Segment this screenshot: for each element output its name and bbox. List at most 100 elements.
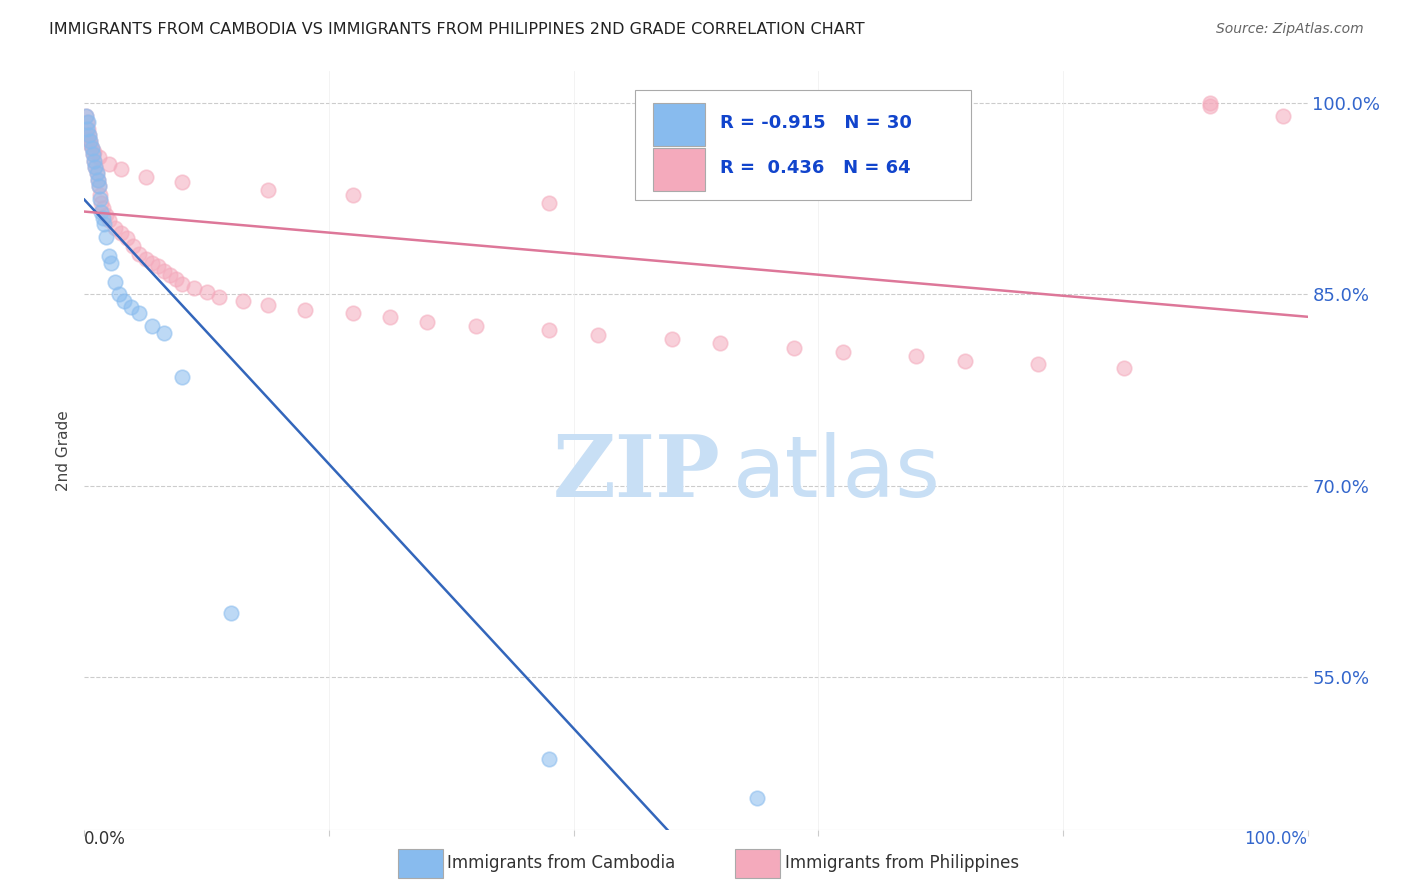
Point bbox=[831, 344, 853, 359]
Point bbox=[141, 319, 163, 334]
Point bbox=[75, 109, 97, 123]
Point bbox=[82, 147, 104, 161]
Point bbox=[87, 179, 110, 194]
Point bbox=[76, 121, 98, 136]
Text: R =  0.436   N = 64: R = 0.436 N = 64 bbox=[720, 159, 911, 177]
Point bbox=[183, 281, 205, 295]
Text: Source: ZipAtlas.com: Source: ZipAtlas.com bbox=[1216, 22, 1364, 37]
Point bbox=[87, 172, 110, 186]
Point bbox=[97, 213, 120, 227]
Point bbox=[77, 132, 100, 146]
Point bbox=[538, 323, 561, 337]
Point bbox=[165, 272, 187, 286]
Point bbox=[905, 349, 928, 363]
Text: R = -0.915   N = 30: R = -0.915 N = 30 bbox=[720, 114, 912, 132]
Point bbox=[80, 141, 103, 155]
Point bbox=[79, 136, 101, 151]
Y-axis label: 2nd Grade: 2nd Grade bbox=[56, 410, 72, 491]
Point bbox=[1114, 361, 1136, 376]
Point bbox=[86, 166, 108, 180]
Point bbox=[219, 606, 242, 620]
Point bbox=[84, 160, 107, 174]
Point bbox=[464, 319, 486, 334]
Point bbox=[416, 315, 439, 329]
Point bbox=[135, 170, 157, 185]
Text: 100.0%: 100.0% bbox=[1244, 830, 1308, 847]
Text: Immigrants from Cambodia: Immigrants from Cambodia bbox=[447, 855, 675, 872]
Point bbox=[172, 277, 194, 292]
Point bbox=[1272, 109, 1295, 123]
Text: atlas: atlas bbox=[733, 432, 941, 515]
Point bbox=[135, 252, 157, 266]
Point bbox=[172, 370, 194, 384]
Point bbox=[128, 306, 150, 320]
Point bbox=[87, 172, 110, 186]
Point bbox=[538, 752, 561, 766]
Point bbox=[86, 166, 108, 180]
Point bbox=[82, 147, 104, 161]
Point bbox=[104, 221, 127, 235]
Point bbox=[1198, 96, 1220, 111]
Point bbox=[953, 353, 976, 368]
Point bbox=[115, 231, 138, 245]
Point bbox=[586, 328, 609, 343]
Point bbox=[75, 109, 97, 123]
Point bbox=[107, 287, 129, 301]
Point bbox=[1198, 99, 1220, 113]
Point bbox=[128, 246, 150, 260]
Point bbox=[747, 790, 769, 805]
Point bbox=[100, 255, 122, 269]
Point bbox=[122, 239, 145, 253]
Point bbox=[783, 341, 806, 355]
Point bbox=[77, 128, 100, 142]
Point bbox=[90, 195, 112, 210]
Text: ZIP: ZIP bbox=[553, 431, 720, 516]
Point bbox=[90, 204, 112, 219]
Point bbox=[75, 128, 97, 142]
Point bbox=[96, 230, 118, 244]
Point bbox=[120, 300, 142, 314]
Point bbox=[153, 264, 176, 278]
Point bbox=[77, 128, 100, 142]
Point bbox=[141, 255, 163, 269]
Point bbox=[110, 226, 132, 240]
Point bbox=[97, 157, 120, 171]
Point bbox=[208, 290, 231, 304]
Point bbox=[146, 260, 169, 274]
Point bbox=[538, 195, 561, 210]
Text: IMMIGRANTS FROM CAMBODIA VS IMMIGRANTS FROM PHILIPPINES 2ND GRADE CORRELATION CH: IMMIGRANTS FROM CAMBODIA VS IMMIGRANTS F… bbox=[49, 22, 865, 37]
Point bbox=[709, 335, 731, 350]
Point bbox=[294, 302, 316, 317]
Point bbox=[79, 135, 101, 149]
Text: Immigrants from Philippines: Immigrants from Philippines bbox=[785, 855, 1019, 872]
Point bbox=[76, 115, 98, 129]
Point bbox=[89, 192, 111, 206]
Point bbox=[84, 160, 107, 174]
Point bbox=[87, 150, 110, 164]
Point bbox=[232, 293, 254, 308]
Point bbox=[77, 115, 100, 129]
Point bbox=[153, 326, 176, 340]
Point bbox=[89, 188, 111, 202]
Text: 0.0%: 0.0% bbox=[84, 830, 127, 847]
Point bbox=[79, 135, 101, 149]
Point bbox=[257, 183, 280, 197]
Point bbox=[96, 208, 118, 222]
Point bbox=[342, 188, 364, 202]
Point bbox=[380, 310, 402, 325]
Point bbox=[342, 306, 364, 320]
Point bbox=[110, 162, 132, 177]
Point bbox=[1028, 358, 1050, 372]
Point bbox=[172, 175, 194, 189]
Point bbox=[195, 285, 218, 299]
Point bbox=[104, 275, 127, 289]
Point bbox=[159, 268, 181, 283]
Point bbox=[93, 217, 115, 231]
Point bbox=[83, 153, 105, 168]
Point bbox=[257, 297, 280, 311]
Point bbox=[87, 179, 110, 194]
FancyBboxPatch shape bbox=[654, 148, 704, 191]
Point bbox=[112, 293, 135, 308]
Point bbox=[91, 201, 114, 215]
Point bbox=[661, 332, 683, 346]
